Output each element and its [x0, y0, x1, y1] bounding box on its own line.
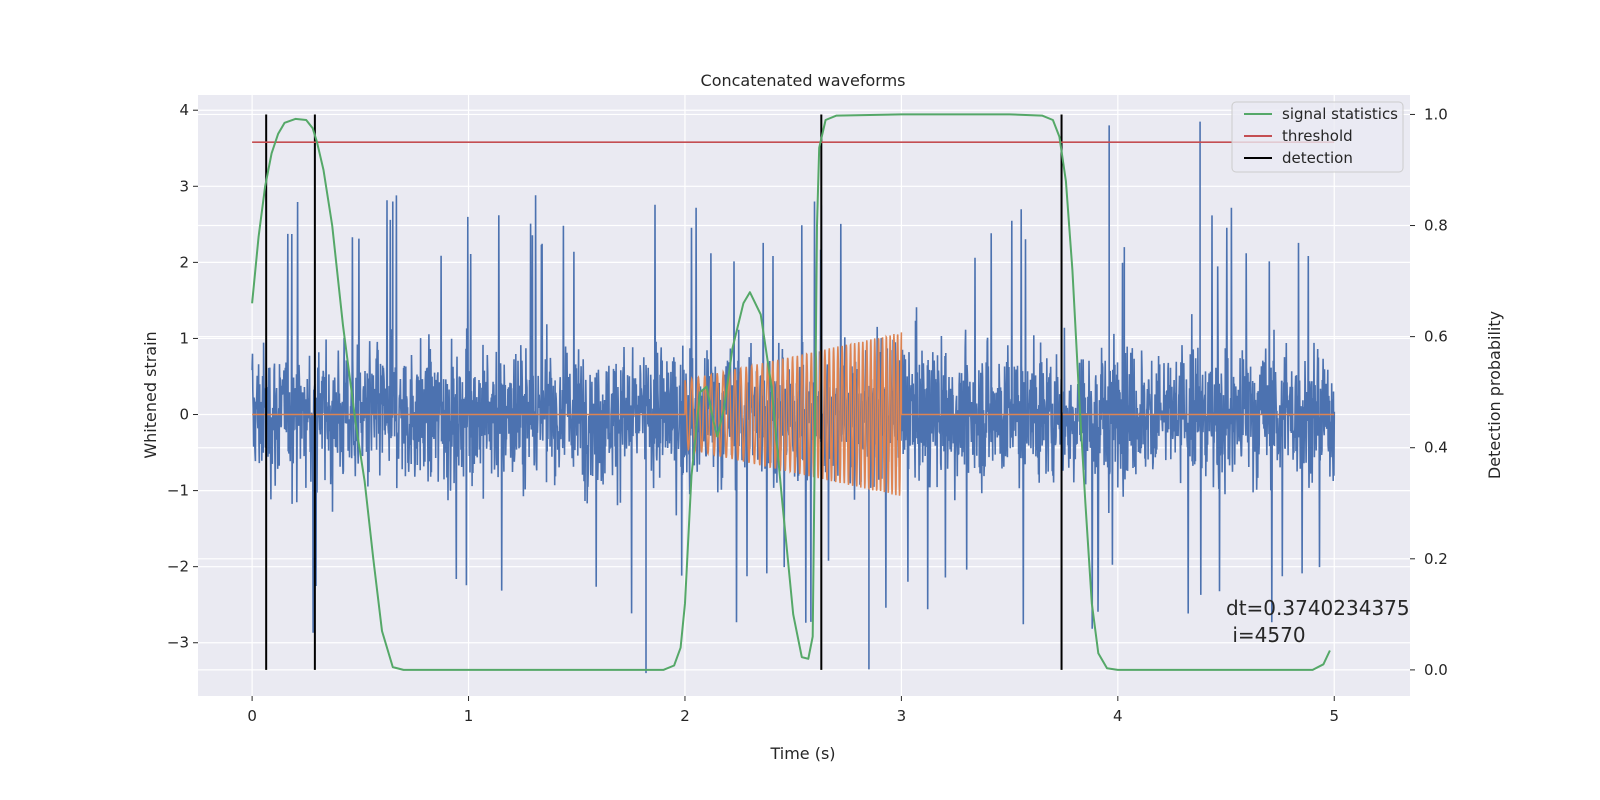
y2-axis-label: Detection probability [1485, 311, 1504, 479]
legend-box [1231, 101, 1404, 173]
x-axis-label: Time (s) [769, 744, 835, 763]
y-tick-label: 0 [179, 406, 189, 424]
y2-tick-label: 0.0 [1424, 661, 1448, 679]
signal-statistics-line [251, 113, 1331, 671]
y-tick-label: 3 [179, 177, 189, 195]
y-tick-label: 1 [179, 329, 189, 347]
legend-label-signal-statistics: signal statistics [1282, 105, 1398, 123]
y-tick-label: −3 [167, 634, 189, 652]
y2-tick-label: 0.4 [1424, 439, 1448, 457]
y-tick-label: 2 [179, 253, 189, 271]
x-tick-label: 5 [1329, 707, 1339, 725]
legend-label-detection: detection [1282, 149, 1353, 167]
y2-tick-label: 0.8 [1424, 217, 1448, 235]
y-axis-label: Whitened strain [141, 331, 160, 458]
x-tick-label: 3 [897, 707, 907, 725]
y-tick-label: −2 [167, 558, 189, 576]
legend: signal statistics threshold detection [1231, 101, 1404, 173]
grid-lines [198, 95, 1410, 696]
y-tick-label: −1 [167, 482, 189, 500]
chirp-series-line [252, 332, 1335, 496]
y2-tick-label: 0.6 [1424, 328, 1448, 346]
x-tick-label: 2 [680, 707, 690, 725]
y2-tick-label: 0.2 [1424, 550, 1448, 568]
y2-tick-label: 1.0 [1424, 105, 1448, 123]
x-tick-label: 4 [1113, 707, 1123, 725]
annotation-index: i=4570 [1226, 623, 1306, 647]
series-layer [251, 113, 1336, 674]
chart-title: Concatenated waveforms [701, 71, 906, 90]
series-group [251, 113, 1336, 674]
x-tick-label: 1 [464, 707, 474, 725]
ticks: 0 1 2 3 4 5 −3 −2 −1 0 1 2 3 4 0.0 0.2 0.4 0.6 0.8 1.0 [167, 101, 1448, 725]
legend-label-threshold: threshold [1282, 127, 1353, 145]
annotation-dt: dt=0.3740234375 [1226, 596, 1410, 620]
x-tick-label: 0 [247, 707, 257, 725]
y-tick-label: 4 [179, 101, 189, 119]
